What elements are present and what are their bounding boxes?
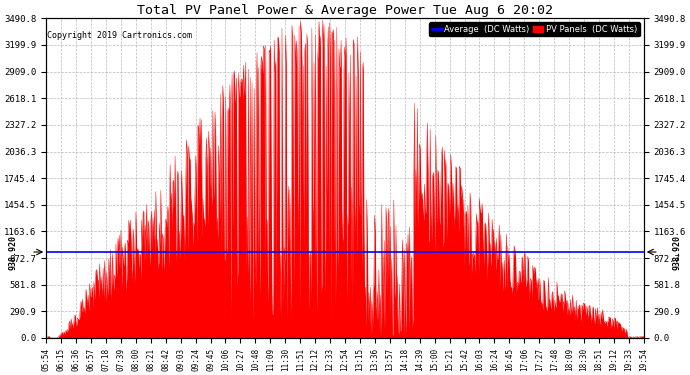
Text: Copyright 2019 Cartronics.com: Copyright 2019 Cartronics.com (48, 31, 193, 40)
Text: 938.920: 938.920 (672, 234, 681, 270)
Legend: Average  (DC Watts), PV Panels  (DC Watts): Average (DC Watts), PV Panels (DC Watts) (429, 22, 640, 36)
Text: 938.920: 938.920 (9, 234, 18, 270)
Title: Total PV Panel Power & Average Power Tue Aug 6 20:02: Total PV Panel Power & Average Power Tue… (137, 4, 553, 17)
